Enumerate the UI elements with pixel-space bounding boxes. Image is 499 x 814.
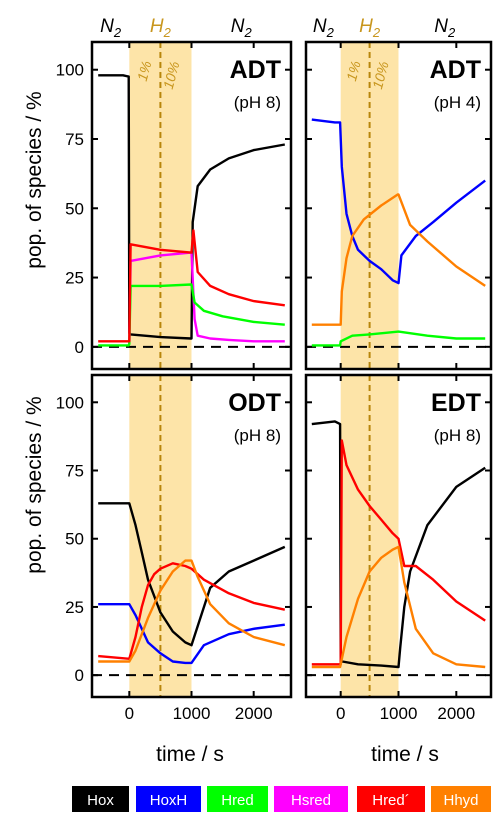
series-line-Hred´ [98,229,285,343]
legend-label: Hred´ [372,792,410,809]
h2-annotation-10pct: 10% [160,60,183,91]
legend-swatch [72,786,129,812]
panel-subtitle: (pH 8) [234,93,281,112]
chart-panel-1: 0 25 50 75 100 ADT (pH 8) N2 H2 N2 1% 10% [56,16,293,371]
legend-swatch [431,786,491,812]
legend-item-Hsred: Hsred [274,786,348,812]
gas-label-n2-after: N2 [434,16,456,40]
h2-annotation-1pct: 1% [343,59,364,83]
legend-label: Hred [221,792,254,809]
legend-label: Hsred [291,792,331,809]
gas-label-n2-before: N2 [100,16,122,40]
chart-panel-4: 0 1000 2000 EDT (pH 8) [304,373,493,723]
y-tick-label: 50 [65,199,84,218]
series-line-Hhyd [311,545,486,669]
y-tick-label: 25 [65,269,84,288]
x-tick-label: 0 [125,704,134,723]
x-tick-label: 0 [336,704,345,723]
legend-swatch [274,786,348,812]
y-axis-label: pop. of species / % [23,91,46,268]
series-line-Hox [98,74,286,340]
y-tick-label: 0 [75,338,84,357]
series-line-Hhyd [98,559,286,663]
y-tick-label: 100 [56,61,84,80]
y-tick-label: 75 [65,130,84,149]
legend-label: Hox [87,792,114,809]
panel-title: ADT [430,56,481,84]
legend-item-Hox: Hox [72,786,129,812]
x-tick-label: 2000 [437,704,475,723]
x-axis-label-left: time / s [156,743,224,766]
series-line-Hox [311,420,486,669]
y-tick-label: 50 [65,530,84,549]
series-line-HoxH [311,118,486,285]
h2-annotation-10pct: 10% [369,60,392,91]
series-line-Hhyd [311,193,486,326]
legend-swatch [207,786,268,812]
y-tick-label: 75 [65,462,84,481]
series-line-Hred [311,330,486,347]
series-line-Hred [98,283,285,347]
panel-subtitle: (pH 8) [434,426,481,445]
panel-title: ODT [228,389,281,417]
series-line-Hred´ [98,562,286,660]
gas-label-h2: H2 [150,16,172,40]
panel-subtitle: (pH 8) [234,426,281,445]
y-tick-label: 0 [75,666,84,685]
series-line-Hred´ [311,439,486,666]
gas-label-n2-after: N2 [231,16,253,40]
y-axis-label-lower: pop. of species / % [23,396,46,573]
legend-item-Hred: Hred [207,786,268,812]
panel-title: ADT [230,56,281,84]
y-tick-label: 100 [56,393,84,412]
x-tick-label: 2000 [235,704,273,723]
series-line-Hsred [128,251,285,345]
y-tick-label: 25 [65,598,84,617]
x-tick-label: 1000 [173,704,211,723]
panel-subtitle: (pH 4) [434,93,481,112]
legend-item-Hred´: Hred´ [357,786,425,812]
chart-panel-2: ADT (pH 4) N2 H2 N2 1% 10% [304,16,493,371]
series-line-HoxH [98,603,285,665]
gas-label-h2: H2 [359,16,381,40]
series-line-Hox [98,502,286,647]
gas-label-n2-before: N2 [313,16,335,40]
legend-swatch [357,786,425,812]
legend-label: HoxH [150,792,188,809]
legend-label: Hhyd [443,792,478,809]
x-tick-label: 1000 [380,704,418,723]
legend-swatch [136,786,201,812]
panel-title: EDT [431,389,481,417]
legend: Hox HoxH Hred Hsred Hred´ Hhyd [72,786,491,812]
legend-item-Hhyd: Hhyd [431,786,491,812]
h2-annotation-1pct: 1% [134,59,155,83]
x-axis-label-right: time / s [371,743,439,766]
legend-item-HoxH: HoxH [136,786,201,812]
